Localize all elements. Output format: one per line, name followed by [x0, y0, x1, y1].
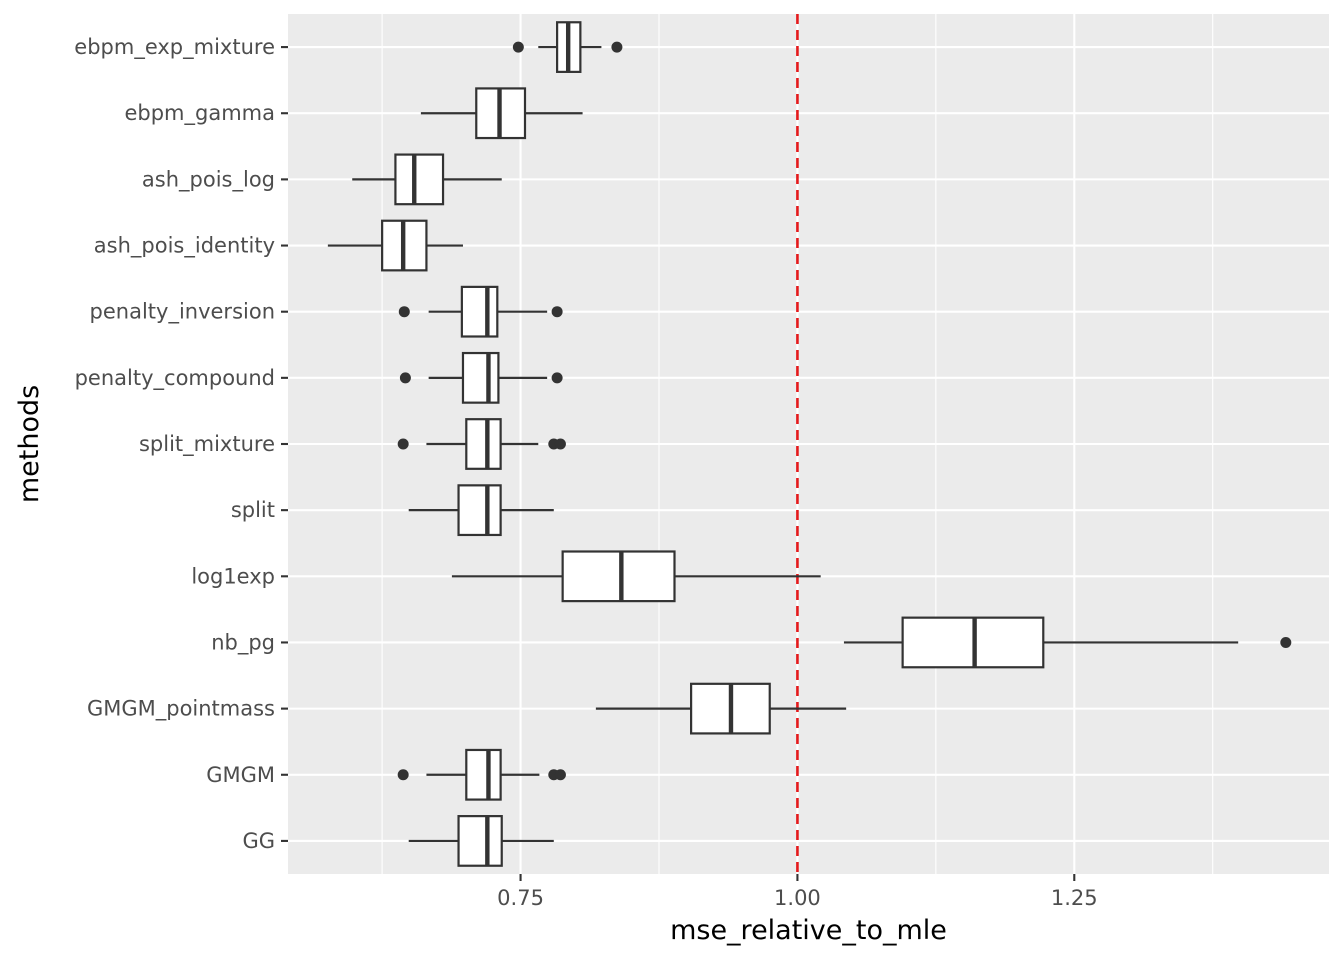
y-tick-label: ebpm_gamma	[124, 101, 275, 126]
box-split_mixture	[397, 418, 566, 470]
x-tick-label: 1.00	[774, 886, 821, 910]
x-axis-title: mse_relative_to_mle	[670, 915, 947, 946]
y-tick-label: split	[231, 498, 275, 522]
y-tick-label: penalty_inversion	[90, 300, 275, 325]
outlier-point	[1280, 636, 1292, 648]
box-ebpm_gamma	[420, 87, 583, 140]
boxes-group	[327, 21, 1292, 867]
box-GMGM	[397, 748, 566, 801]
y-tick-label: GMGM_pointmass	[87, 697, 275, 722]
box-GMGM_pointmass	[595, 682, 847, 735]
y-tick-label: nb_pg	[211, 630, 275, 655]
y-tick-label: ash_pois_log	[142, 167, 275, 192]
y-tick-label: GMGM	[206, 763, 275, 787]
box-iqr	[461, 351, 500, 404]
outlier-point	[554, 438, 566, 450]
outlier-point	[611, 41, 623, 53]
y-axis: ebpm_exp_mixture ebpm_gamma ash_pois_logas…	[74, 35, 288, 853]
y-tick-label: ash_pois_identity	[94, 234, 275, 259]
box-ash_pois_log	[352, 153, 502, 206]
box-ash_pois_identity	[327, 219, 463, 272]
box-iqr	[457, 815, 503, 867]
y-tick-label: log1exp	[191, 564, 275, 588]
y-tick-label: ebpm_exp_mixture	[74, 35, 275, 60]
box-penalty_inversion	[398, 285, 563, 338]
box-nb_pg	[843, 616, 1292, 669]
y-tick-label: split_mixture	[139, 432, 275, 457]
outlier-point	[399, 372, 411, 384]
box-GG	[408, 815, 554, 867]
outlier-point	[512, 41, 524, 53]
box-iqr	[465, 748, 502, 801]
x-tick-label: 1.25	[1051, 886, 1098, 910]
box-iqr	[561, 550, 676, 603]
box-iqr	[394, 153, 445, 206]
outlier-point	[551, 372, 563, 384]
box-iqr	[460, 285, 499, 338]
box-iqr	[465, 418, 502, 470]
box-iqr	[457, 484, 502, 537]
y-axis-title: methods	[14, 385, 45, 503]
box-split	[408, 484, 554, 537]
y-tick-label: GG	[242, 829, 275, 853]
box-ebpm_exp_mixture	[512, 21, 623, 73]
box-penalty_compound	[399, 351, 563, 404]
x-axis: 0.75 1.00 1.25	[497, 874, 1098, 910]
outlier-point	[554, 769, 566, 781]
x-tick-label: 0.75	[497, 886, 544, 910]
outlier-point	[397, 438, 409, 450]
box-log1exp	[451, 550, 821, 603]
outlier-point	[551, 306, 563, 318]
outlier-point	[397, 769, 409, 781]
outlier-point	[398, 306, 410, 318]
y-tick-label: penalty_compound	[75, 366, 275, 391]
